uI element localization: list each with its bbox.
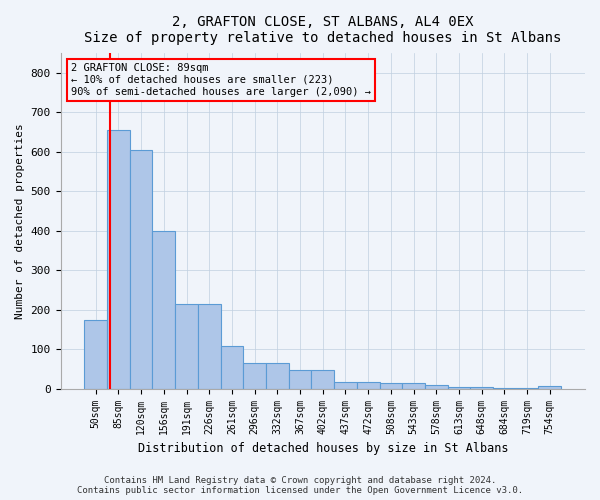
Bar [448, 386, 470, 388]
Bar [85, 320, 107, 388]
Y-axis label: Number of detached properties: Number of detached properties [15, 123, 25, 319]
Bar [425, 384, 448, 388]
Bar [152, 231, 175, 388]
Bar [357, 382, 380, 388]
X-axis label: Distribution of detached houses by size in St Albans: Distribution of detached houses by size … [137, 442, 508, 455]
Bar [470, 386, 493, 388]
Bar [266, 363, 289, 388]
Bar [380, 383, 402, 388]
Bar [402, 383, 425, 388]
Text: Contains HM Land Registry data © Crown copyright and database right 2024.
Contai: Contains HM Land Registry data © Crown c… [77, 476, 523, 495]
Bar [289, 370, 311, 388]
Title: 2, GRAFTON CLOSE, ST ALBANS, AL4 0EX
Size of property relative to detached house: 2, GRAFTON CLOSE, ST ALBANS, AL4 0EX Siz… [84, 15, 562, 45]
Bar [130, 150, 152, 388]
Bar [107, 130, 130, 388]
Bar [538, 386, 561, 388]
Bar [334, 382, 357, 388]
Bar [175, 304, 198, 388]
Bar [198, 304, 221, 388]
Bar [221, 346, 243, 389]
Text: 2 GRAFTON CLOSE: 89sqm
← 10% of detached houses are smaller (223)
90% of semi-de: 2 GRAFTON CLOSE: 89sqm ← 10% of detached… [71, 64, 371, 96]
Bar [311, 370, 334, 388]
Bar [243, 363, 266, 388]
